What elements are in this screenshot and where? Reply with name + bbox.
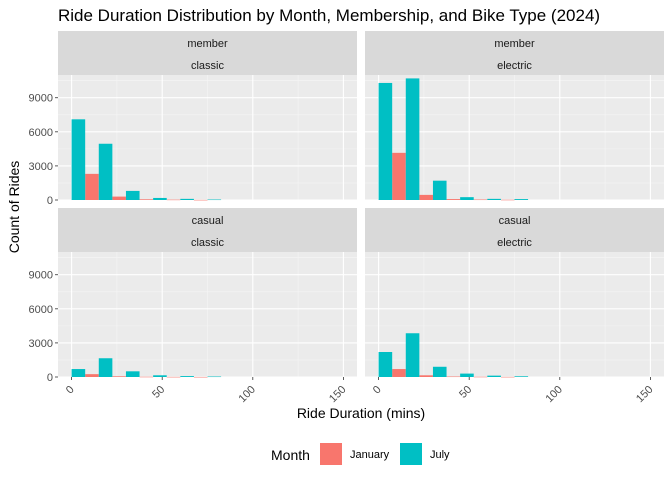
bar-january-15 <box>392 369 406 377</box>
bar-january-45 <box>446 199 461 200</box>
facet-strip-label: electric <box>497 60 532 72</box>
bar-july-45 <box>460 197 474 200</box>
bar-july-45 <box>153 375 167 377</box>
bar-july-30 <box>125 190 140 200</box>
bar-january-15 <box>392 152 406 200</box>
y-tick-label: 3000 <box>29 161 53 173</box>
bar-july-45 <box>460 373 474 377</box>
bar-july-75 <box>207 199 222 201</box>
legend-label-july: July <box>430 449 450 461</box>
bar-january-60 <box>473 199 488 201</box>
x-tick-label: 150 <box>327 384 348 405</box>
legend-key-january <box>320 443 342 465</box>
bar-january-45 <box>139 199 154 200</box>
facet-panel-2: casual classic 0 3000 6000 9000 0 50 100 150 <box>29 208 357 405</box>
facet-strip-label: classic <box>191 237 225 249</box>
bar-january-75 <box>193 376 208 378</box>
facet-panel-3: casual electric 0 50 100 150 <box>365 208 664 405</box>
bar-january-60 <box>473 376 488 378</box>
x-tick-label: 100 <box>543 384 564 405</box>
x-tick-label: 150 <box>634 384 655 405</box>
y-axis-title: Count of Rides <box>6 161 22 254</box>
facet-strip-label: member <box>494 38 535 50</box>
y-tick-label: 0 <box>47 372 53 384</box>
bar-july-0 <box>378 352 393 377</box>
chart-title: Ride Duration Distribution by Month, Mem… <box>58 6 600 25</box>
legend-title: Month <box>271 447 310 463</box>
facet-strip-label: casual <box>192 215 224 227</box>
bar-july-30 <box>432 366 447 377</box>
bar-july-15 <box>405 333 420 377</box>
legend-label-january: January <box>350 449 390 461</box>
x-tick-label: 0 <box>64 384 77 397</box>
y-tick-label: 9000 <box>29 93 53 105</box>
y-tick-label: 3000 <box>29 338 53 350</box>
bar-january-75 <box>500 376 515 378</box>
facet-strip <box>365 208 664 252</box>
bar-july-60 <box>487 198 501 200</box>
facet-panels: member classic 0 3000 6000 9000 member electric… <box>29 31 664 405</box>
bar-july-60 <box>487 375 501 377</box>
bar-july-0 <box>71 369 86 377</box>
x-tick-label: 100 <box>236 384 257 405</box>
bar-july-75 <box>514 199 529 200</box>
bar-january-30 <box>112 196 126 200</box>
facet-panel-1: member electric <box>365 31 664 201</box>
facet-strip <box>58 208 357 252</box>
bar-july-0 <box>71 119 86 200</box>
bar-january-15 <box>85 173 99 200</box>
bar-january-15 <box>85 374 99 377</box>
x-axis-title: Ride Duration (mins) <box>297 405 425 421</box>
facet-strip-label: member <box>187 38 228 50</box>
bar-july-30 <box>432 180 447 200</box>
bar-july-75 <box>514 376 529 377</box>
bar-january-45 <box>446 376 461 378</box>
bar-july-15 <box>98 143 113 200</box>
bar-january-30 <box>112 376 126 377</box>
legend: Month January July <box>271 443 450 465</box>
facet-strip-label: classic <box>191 60 225 72</box>
x-tick-label: 50 <box>150 384 167 401</box>
bar-july-30 <box>125 371 140 377</box>
facet-panel-0: member classic 0 3000 6000 9000 <box>29 31 357 207</box>
bar-july-45 <box>153 197 167 200</box>
bar-january-75 <box>500 199 515 201</box>
bar-july-60 <box>180 376 194 377</box>
y-tick-label: 9000 <box>29 270 53 282</box>
y-tick-label: 6000 <box>29 127 53 139</box>
bar-january-75 <box>193 199 208 201</box>
bar-january-60 <box>166 376 181 378</box>
bar-july-15 <box>98 358 113 377</box>
bar-january-30 <box>419 194 433 200</box>
bar-january-30 <box>419 375 433 377</box>
facet-strip <box>58 31 357 75</box>
facet-strip-label: electric <box>497 237 532 249</box>
bar-january-45 <box>139 376 154 378</box>
legend-key-july <box>400 443 422 465</box>
bar-july-15 <box>405 78 420 200</box>
x-tick-label: 0 <box>371 384 384 397</box>
x-tick-label: 50 <box>457 384 474 401</box>
y-tick-label: 6000 <box>29 304 53 316</box>
bar-july-75 <box>207 376 222 378</box>
facet-strip <box>365 31 664 75</box>
facet-strip-label: casual <box>499 215 531 227</box>
bar-january-60 <box>166 199 181 201</box>
bar-july-60 <box>180 198 194 200</box>
y-tick-label: 0 <box>47 195 53 207</box>
bar-july-0 <box>378 82 393 200</box>
